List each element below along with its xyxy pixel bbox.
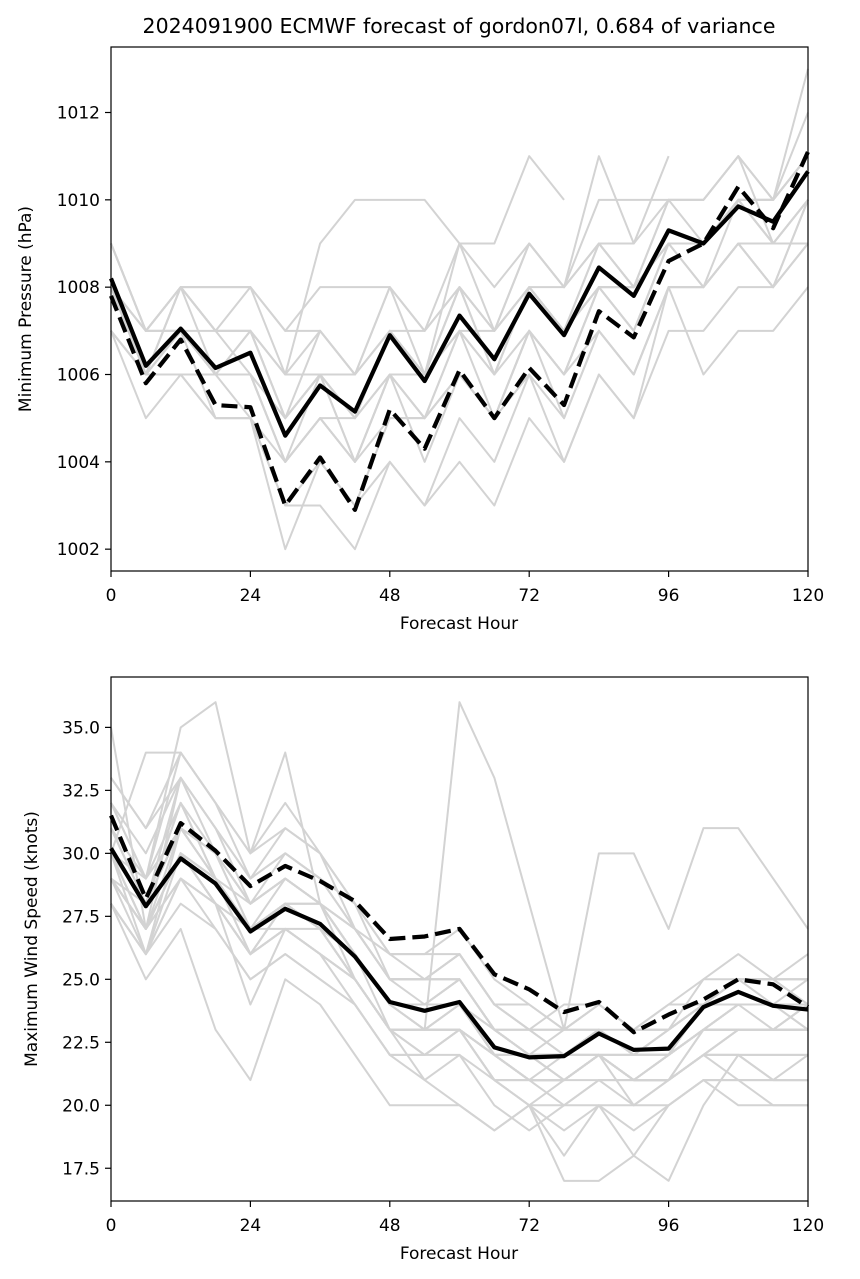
wind-ensemble-line-2: [110, 801, 809, 1082]
wind-ensemble-line-13: [110, 877, 808, 1107]
wind-ensemble-line-34: [110, 852, 808, 1082]
chart-title: 2024091900 ECMWF forecast of gordon07l, …: [143, 14, 776, 38]
wind-ensemble-line-9: [110, 852, 808, 1132]
pressure-y-tick-label: 1012: [57, 104, 100, 124]
pressure-x-tick-label: 120: [792, 586, 824, 606]
wind-ensemble-line-32: [110, 751, 809, 1031]
wind-y-tick-label: 30.0: [62, 844, 100, 864]
wind-y-tick-label: 17.5: [62, 1159, 100, 1179]
wind-y-tick-label: 27.5: [62, 907, 100, 927]
wind-panel: 0 24 48 72 96 120 17.5 20.0 22.5 25.0 27.5 30.0 32.5…: [22, 676, 824, 1264]
pressure-y-tick-label: 1004: [57, 453, 100, 473]
pressure-axes-frame: [110, 46, 809, 572]
wind-ensemble-line-27: [110, 852, 808, 1082]
wind-x-axis-label: Forecast Hour: [400, 1244, 518, 1264]
wind-x-tick-label: 0: [106, 1216, 117, 1236]
pressure-panel: 0 24 48 72 96 120 1002 1004 1006 1008 1010 1012 For…: [16, 46, 824, 634]
wind-ensemble-line-7: [110, 701, 808, 1082]
pressure-ensemble-line-4: [110, 242, 808, 463]
pressure-solid-mean-line: [109, 170, 810, 438]
wind-axes-frame: [110, 676, 809, 1202]
wind-ensemble-line-8: [110, 852, 808, 1132]
pressure-x-tick-label: 24: [240, 586, 262, 606]
wind-dashed-mean-line: [109, 814, 810, 1035]
pressure-x-tick-label: 0: [106, 586, 117, 606]
pressure-ensemble-line-2: [110, 198, 809, 420]
wind-x-tick-label: 48: [379, 1216, 401, 1236]
wind-x-tick-label: 120: [792, 1216, 824, 1236]
pressure-x-axis-label: Forecast Hour: [400, 614, 518, 634]
wind-x-tick-label: 24: [240, 1216, 262, 1236]
pressure-ensemble-line-11: [110, 286, 809, 551]
wind-x-tick-label: 72: [518, 1216, 540, 1236]
wind-ensemble-line-26: [110, 852, 808, 1082]
wind-solid-mean-line: [109, 847, 809, 1060]
pressure-y-tick-label: 1010: [57, 191, 100, 211]
pressure-x-tick-label: 72: [518, 586, 540, 606]
pressure-plot: [109, 68, 810, 551]
wind-ensemble-line-23: [110, 827, 808, 1056]
pressure-ensemble-line-5: [110, 198, 809, 420]
pressure-y-tick-label: 1006: [57, 366, 100, 386]
wind-ticks: 0 24 48 72 96 120 17.5 20.0 22.5 25.0 27.5 30.0 32.5…: [62, 718, 824, 1236]
wind-ensemble-line-28: [110, 827, 808, 1056]
wind-ensemble-line-14: [110, 852, 808, 1082]
wind-ensemble-line-18: [110, 827, 808, 1056]
pressure-ensemble-line-8: [110, 155, 565, 376]
wind-plot: [109, 701, 810, 1182]
wind-ensemble-line-11: [110, 827, 808, 1056]
wind-ensemble-line-20: [110, 827, 808, 1056]
wind-y-tick-label: 35.0: [62, 718, 100, 738]
pressure-y-tick-label: 1002: [57, 540, 100, 560]
pressure-dashed-mean-line: [109, 150, 810, 512]
wind-ensemble-line-4: [110, 827, 809, 1056]
wind-y-tick-label: 32.5: [62, 781, 100, 801]
wind-x-tick-label: 96: [658, 1216, 680, 1236]
pressure-x-tick-label: 96: [658, 586, 680, 606]
pressure-ticks: 0 24 48 72 96 120 1002 1004 1006 1008 1010 1012: [57, 104, 824, 607]
wind-y-tick-label: 25.0: [62, 970, 100, 990]
pressure-y-tick-label: 1008: [57, 278, 100, 298]
pressure-ensemble-line-13: [110, 242, 809, 463]
wind-y-axis-label: Maximum Wind Speed (knots): [22, 811, 42, 1067]
wind-ensemble-line-5: [110, 751, 809, 1031]
pressure-y-axis-label: Minimum Pressure (hPa): [16, 206, 36, 412]
wind-y-tick-label: 22.5: [62, 1033, 100, 1053]
wind-y-tick-label: 20.0: [62, 1096, 100, 1116]
wind-ensemble-line-31: [110, 852, 809, 1082]
pressure-x-tick-label: 48: [379, 586, 401, 606]
pressure-ensemble-line-18: [110, 155, 809, 376]
